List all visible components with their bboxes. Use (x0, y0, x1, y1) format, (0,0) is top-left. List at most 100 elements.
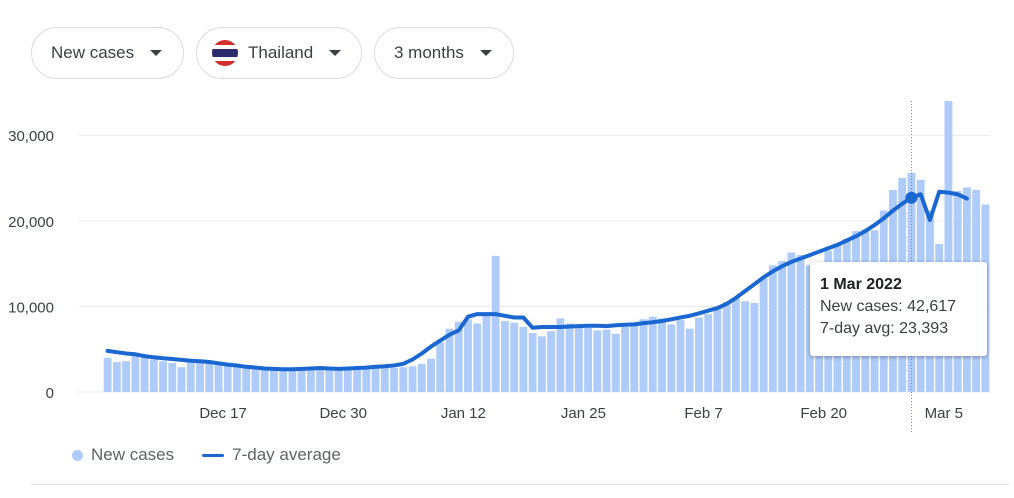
new-cases-bar[interactable] (731, 297, 740, 392)
new-cases-bar[interactable] (556, 318, 565, 392)
new-cases-bar[interactable] (159, 361, 167, 392)
new-cases-bar[interactable] (149, 359, 158, 392)
divider (31, 484, 1009, 485)
country-dropdown[interactable]: Thailand (196, 27, 362, 79)
new-cases-bar[interactable] (399, 367, 408, 392)
new-cases-bar[interactable] (621, 326, 629, 392)
new-cases-bar[interactable] (353, 366, 362, 392)
new-cases-bar[interactable] (491, 255, 500, 392)
legend-item-average: 7-day average (202, 445, 341, 465)
new-cases-bar[interactable] (288, 369, 297, 392)
tooltip-date: 1 Mar 2022 (820, 276, 902, 293)
new-cases-bar[interactable] (648, 316, 657, 392)
new-cases-bar[interactable] (602, 329, 611, 392)
flag-stripe-white-top (212, 45, 238, 49)
new-cases-bar[interactable] (685, 328, 694, 392)
new-cases-bar[interactable] (722, 302, 731, 392)
new-cases-bar[interactable] (436, 342, 445, 392)
new-cases-bar[interactable] (427, 358, 435, 392)
new-cases-bar[interactable] (445, 328, 454, 392)
new-cases-bar[interactable] (270, 369, 278, 392)
new-cases-bar[interactable] (334, 369, 343, 392)
new-cases-bar[interactable] (362, 367, 371, 392)
new-cases-bar[interactable] (778, 261, 787, 392)
new-cases-bar[interactable] (168, 362, 177, 392)
new-cases-bar[interactable] (214, 363, 223, 392)
x-tick-label: Mar 5 (925, 405, 963, 422)
chevron-down-icon (150, 50, 163, 56)
new-cases-bar[interactable] (519, 326, 528, 392)
new-cases-bar[interactable] (704, 314, 713, 392)
new-cases-bar[interactable] (611, 333, 620, 392)
new-cases-bar[interactable] (676, 320, 685, 392)
metric-dropdown[interactable]: New cases (31, 27, 184, 79)
new-cases-bar[interactable] (510, 322, 519, 392)
new-cases-bar[interactable] (177, 367, 186, 392)
new-cases-bar[interactable] (316, 368, 325, 392)
new-cases-bar[interactable] (805, 265, 814, 392)
new-cases-bar[interactable] (306, 368, 315, 392)
new-cases-bar[interactable] (371, 368, 380, 392)
new-cases-bar[interactable] (223, 364, 232, 392)
new-cases-bar[interactable] (260, 368, 269, 392)
new-cases-bar[interactable] (417, 363, 426, 392)
new-cases-bar[interactable] (584, 327, 592, 392)
new-cases-bar[interactable] (796, 255, 805, 392)
new-cases-bar[interactable] (122, 361, 131, 392)
new-cases-bar[interactable] (454, 321, 463, 392)
new-cases-bar[interactable] (390, 368, 398, 392)
x-tick-label: Dec 17 (199, 405, 247, 422)
new-cases-bar[interactable] (713, 307, 722, 392)
new-cases-bar[interactable] (131, 355, 140, 392)
new-cases-bar[interactable] (380, 368, 389, 392)
new-cases-bar[interactable] (251, 369, 260, 392)
new-cases-bar[interactable] (408, 366, 417, 392)
range-dropdown[interactable]: 3 months (374, 27, 514, 79)
new-cases-bar[interactable] (112, 362, 121, 392)
thailand-flag-icon (212, 40, 238, 66)
new-cases-bar[interactable] (279, 368, 288, 392)
flag-stripe-white-bottom (212, 57, 238, 61)
legend-label-average: 7-day average (232, 445, 341, 464)
new-cases-bar[interactable] (501, 320, 509, 392)
cases-chart[interactable]: 0 10,000 20,000 30,000 Dec 17 Dec 30 Jan 12 Jan… (0, 0, 1014, 440)
new-cases-bar[interactable] (750, 302, 759, 392)
new-cases-bar[interactable] (482, 315, 491, 392)
new-cases-bar[interactable] (639, 319, 648, 392)
new-cases-bar[interactable] (741, 301, 750, 392)
chart-tooltip: 1 Mar 2022 New cases: 42,617 7-day avg: … (810, 262, 987, 356)
new-cases-bar[interactable] (537, 336, 546, 392)
new-cases-bar[interactable] (944, 101, 953, 392)
chart-legend: New cases 7-day average (72, 445, 369, 465)
new-cases-bar[interactable] (205, 362, 214, 392)
y-tick-label: 10,000 (8, 299, 54, 316)
new-cases-bar[interactable] (768, 265, 777, 392)
new-cases-bar[interactable] (186, 361, 195, 392)
legend-item-new-cases: New cases (72, 445, 174, 465)
new-cases-bar[interactable] (233, 364, 241, 392)
new-cases-bar[interactable] (787, 252, 796, 392)
tooltip-new-cases: New cases: 42,617 (820, 298, 957, 315)
new-cases-bar[interactable] (325, 369, 334, 392)
new-cases-bar[interactable] (695, 317, 703, 392)
new-cases-bar[interactable] (297, 368, 306, 392)
new-cases-bar[interactable] (547, 331, 556, 392)
new-cases-bar[interactable] (242, 367, 251, 392)
new-cases-bar[interactable] (464, 319, 472, 392)
new-cases-bar[interactable] (630, 323, 639, 392)
new-cases-bar[interactable] (667, 324, 676, 392)
new-cases-bar[interactable] (759, 278, 768, 392)
new-cases-bar[interactable] (473, 323, 482, 392)
new-cases-bar[interactable] (658, 318, 666, 392)
new-cases-bar[interactable] (196, 360, 204, 392)
new-cases-bar[interactable] (574, 324, 583, 392)
new-cases-bar[interactable] (528, 332, 537, 392)
new-cases-bar[interactable] (343, 368, 352, 392)
new-cases-bar[interactable] (565, 323, 574, 392)
x-tick-label: Feb 20 (800, 405, 847, 422)
new-cases-bar[interactable] (140, 356, 149, 392)
country-dropdown-label: Thailand (248, 43, 314, 62)
new-cases-bar[interactable] (593, 330, 602, 392)
new-cases-bar[interactable] (103, 357, 112, 392)
y-tick-label: 30,000 (8, 128, 54, 145)
